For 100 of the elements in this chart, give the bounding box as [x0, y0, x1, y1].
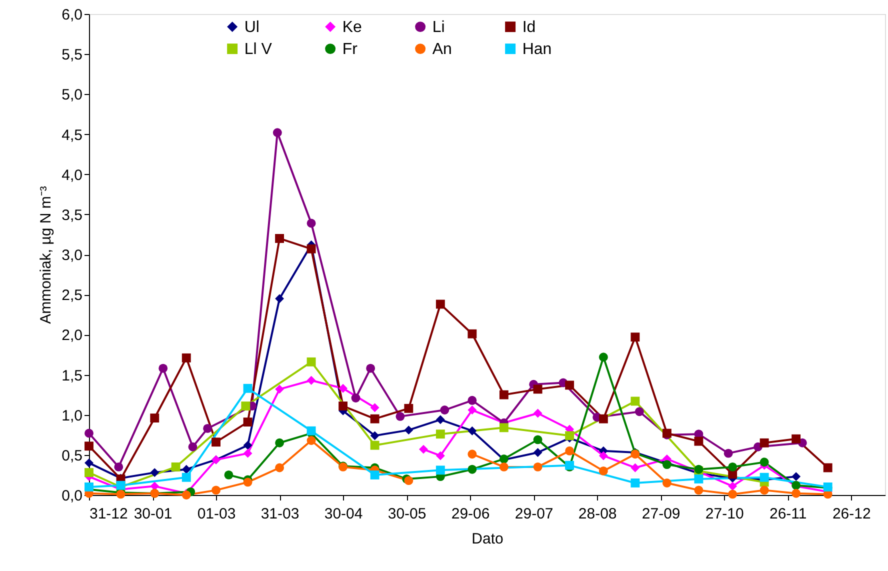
point	[468, 426, 477, 436]
point	[728, 462, 738, 472]
point	[396, 412, 405, 421]
y-tick-label: 3,5	[62, 206, 82, 224]
point	[114, 462, 124, 472]
point	[243, 384, 252, 393]
point	[224, 470, 234, 480]
point	[634, 407, 644, 416]
legend-label: Ll V	[244, 40, 272, 58]
point	[436, 415, 445, 424]
point	[275, 438, 284, 448]
point	[823, 463, 832, 472]
point	[275, 463, 284, 472]
point	[468, 329, 477, 338]
y-tick-label: 5,5	[62, 46, 82, 64]
x-axis-title: Dato	[472, 530, 504, 548]
x-tick-label: 27-10	[705, 506, 744, 522]
point	[792, 472, 801, 482]
point	[212, 486, 220, 495]
point	[533, 435, 542, 444]
point	[306, 357, 316, 366]
point	[243, 448, 252, 458]
point	[694, 436, 704, 446]
point	[306, 436, 316, 445]
point	[158, 364, 168, 373]
point	[306, 218, 316, 228]
legend-label: Li	[432, 18, 445, 36]
point	[728, 482, 738, 491]
point	[306, 376, 316, 385]
point	[84, 442, 94, 451]
legend-label: Ul	[244, 18, 260, 36]
x-tick-label: 31-12	[90, 506, 128, 522]
point	[182, 464, 191, 474]
legend-label: Han	[522, 40, 552, 58]
point	[728, 490, 738, 499]
point	[84, 458, 94, 468]
point	[182, 353, 191, 362]
x-tick-label: 29-07	[514, 506, 554, 522]
point	[243, 478, 252, 487]
y-tick-label: 0,5	[62, 447, 82, 464]
x-tick-label: 28-08	[578, 506, 617, 522]
point	[468, 450, 477, 459]
y-tick-label: 0,0	[62, 488, 82, 504]
point	[351, 394, 360, 402]
point	[499, 390, 508, 400]
point	[533, 384, 542, 394]
y-tick-label: 3,0	[62, 247, 82, 264]
point	[243, 418, 252, 427]
point	[630, 463, 640, 472]
point	[694, 486, 704, 495]
point	[84, 428, 94, 438]
point	[370, 414, 380, 424]
point	[630, 478, 640, 488]
legend-label: Fr	[342, 40, 358, 58]
point	[370, 403, 380, 412]
point	[565, 380, 574, 390]
legend-label: Id	[522, 18, 536, 36]
point	[533, 448, 542, 457]
point	[662, 478, 672, 488]
point	[565, 446, 574, 456]
point	[370, 431, 380, 440]
point	[630, 396, 640, 406]
point	[598, 352, 608, 362]
point	[370, 470, 380, 480]
point	[84, 482, 94, 492]
point	[760, 438, 769, 448]
point	[241, 402, 250, 410]
point	[338, 402, 348, 410]
point	[598, 451, 608, 460]
point	[171, 462, 180, 472]
y-tick-label: 5,0	[62, 86, 82, 104]
x-tick-label: 27-09	[642, 506, 680, 522]
point	[598, 414, 608, 424]
x-tick-label: 01-03	[197, 506, 236, 522]
point	[275, 294, 284, 304]
point	[724, 448, 733, 458]
x-tick-label: 29-06	[451, 506, 490, 522]
legend-label: An	[432, 40, 452, 58]
x-tick-label: 31-03	[260, 506, 300, 522]
point	[188, 442, 198, 452]
point	[150, 414, 160, 423]
point	[150, 468, 160, 478]
legend-label: Ke	[342, 18, 362, 36]
point	[338, 384, 348, 393]
point	[468, 464, 477, 474]
x-tick-label: 26-11	[769, 506, 807, 522]
point	[792, 434, 801, 444]
point	[436, 430, 445, 439]
y-tick-label: 4,0	[62, 166, 82, 184]
point	[370, 440, 380, 450]
x-tick-label: 26-12	[832, 506, 871, 522]
point	[468, 406, 477, 414]
y-tick-label: 2,0	[62, 327, 82, 344]
point	[404, 404, 414, 413]
point	[440, 406, 450, 414]
x-tick-label: 30-04	[324, 506, 363, 522]
point	[533, 462, 542, 472]
point	[84, 468, 94, 478]
point	[792, 488, 801, 498]
point	[499, 462, 508, 472]
